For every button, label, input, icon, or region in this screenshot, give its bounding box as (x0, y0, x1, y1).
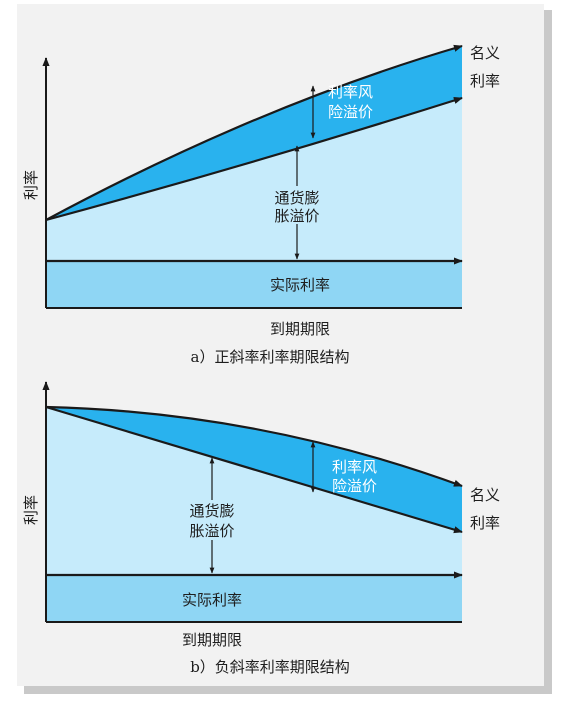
diagram-a: 利率 名义 利率 利率风 险溢价 通货膨 胀溢价 实际利率 到期期限 a）正斜率… (22, 44, 500, 366)
y-axis-label: 利率 (22, 495, 40, 525)
inflation-premium-label-line2: 胀溢价 (189, 522, 234, 540)
nominal-rate-label-line2: 利率 (470, 72, 500, 90)
y-axis-label: 利率 (22, 170, 40, 200)
inflation-premium-label-line2: 胀溢价 (274, 207, 319, 225)
real-rate-band (46, 575, 462, 622)
inflation-premium-region (46, 407, 462, 622)
risk-free-curve (45, 96, 463, 222)
real-rate-label: 实际利率 (270, 276, 330, 294)
inflation-premium-label-line1: 通货膨 (189, 502, 234, 520)
nominal-rate-label-line1: 名义 (470, 44, 500, 62)
risk-free-line (45, 405, 463, 534)
nominal-rate-curve (45, 44, 463, 221)
nominal-rate-label-line2: 利率 (470, 514, 500, 532)
real-rate-band (46, 261, 462, 308)
real-rate-label: 实际利率 (182, 591, 242, 609)
x-axis-label: 到期期限 (270, 320, 330, 338)
risk-premium-region (46, 46, 462, 220)
inflation-premium-label-line1: 通货膨 (274, 189, 319, 207)
caption-a: a）正斜率利率期限结构 (191, 348, 350, 366)
caption-b: b）负斜率利率期限结构 (190, 658, 350, 676)
risk-premium-label-line1: 利率风 (328, 83, 373, 101)
risk-premium-label-line2: 险溢价 (328, 103, 373, 121)
nominal-rate-label-line1: 名义 (470, 486, 500, 504)
diagram-b: 利率 名义 利率 利率风 险溢价 通货膨 胀溢价 实际利率 到期期限 b）负斜率… (22, 381, 500, 676)
x-axis-label: 到期期限 (182, 631, 242, 649)
nominal-rate-curve (45, 405, 463, 488)
risk-premium-label-line2: 险溢价 (332, 477, 377, 495)
risk-premium-label-line1: 利率风 (332, 458, 377, 476)
